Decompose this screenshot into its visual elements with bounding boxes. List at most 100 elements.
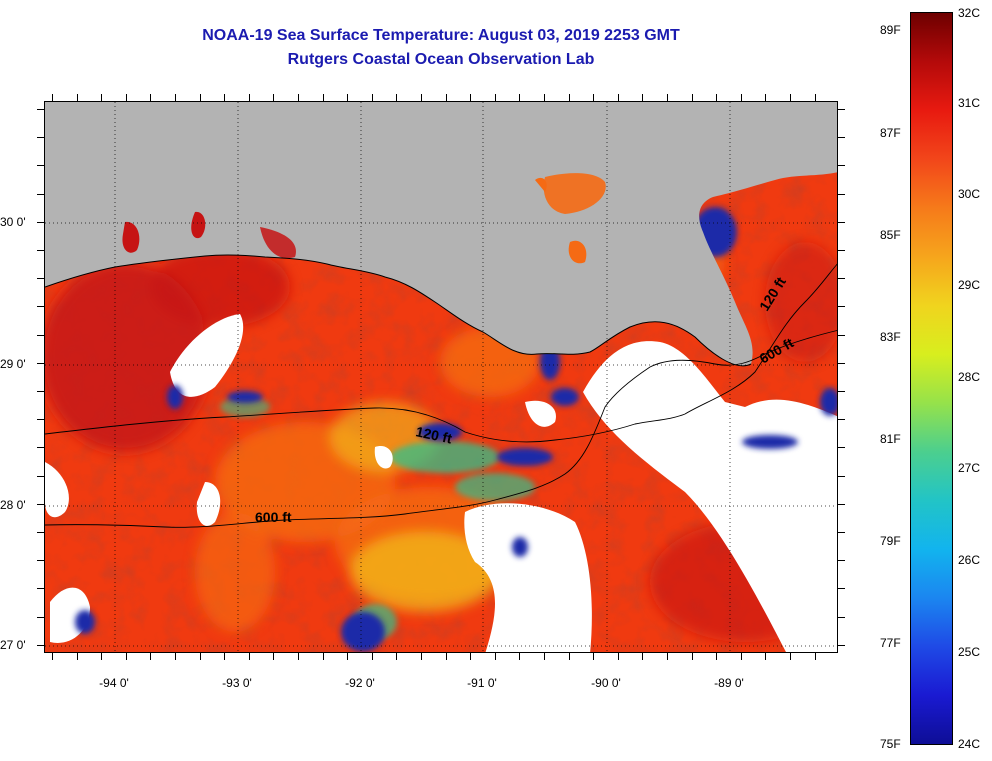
contour-600ft xyxy=(45,330,837,528)
top-tick xyxy=(273,94,275,101)
colorbar-label-24c: 24C xyxy=(958,737,981,751)
top-tick xyxy=(814,94,816,101)
right-tick xyxy=(838,137,845,139)
right-tick xyxy=(838,475,845,477)
colorbar-label-77f: 77F xyxy=(880,636,901,650)
top-tick xyxy=(494,94,496,101)
bottom-tick xyxy=(371,653,373,660)
bottom-tick xyxy=(593,653,595,660)
lon-label-92: -92 0' xyxy=(345,676,375,690)
top-tick xyxy=(76,94,78,101)
top-tick xyxy=(765,94,767,101)
right-tick xyxy=(838,419,845,421)
colorbar-label-27c: 27C xyxy=(958,461,981,475)
left-tick xyxy=(37,165,44,167)
right-tick xyxy=(838,306,845,308)
contour-label-600ft-west: 600 ft xyxy=(255,509,292,525)
top-tick xyxy=(224,94,226,101)
bottom-tick xyxy=(642,653,644,660)
left-tick xyxy=(37,306,44,308)
left-tick xyxy=(37,588,44,590)
left-tick xyxy=(37,334,44,336)
top-tick xyxy=(642,94,644,101)
bottom-tick xyxy=(617,653,619,660)
top-tick xyxy=(421,94,422,101)
top-tick xyxy=(617,94,619,101)
top-tick xyxy=(790,94,791,101)
colorbar-label-32c: 32C xyxy=(958,6,981,20)
bottom-tick xyxy=(470,653,472,660)
bottom-tick xyxy=(544,653,545,660)
top-tick xyxy=(740,94,742,101)
lon-label-89: -89 0' xyxy=(714,676,744,690)
colorbar-label-75f: 75F xyxy=(880,737,901,751)
top-tick xyxy=(371,94,373,101)
colorbar-label-29c: 29C xyxy=(958,278,981,292)
colorbar-label-87f: 87F xyxy=(880,126,901,140)
top-tick xyxy=(691,94,693,101)
temperature-colorbar xyxy=(910,12,953,745)
top-tick xyxy=(101,94,103,101)
bottom-tick xyxy=(125,653,127,660)
right-tick xyxy=(838,532,845,533)
left-tick xyxy=(37,391,44,392)
lon-label-90: -90 0' xyxy=(591,676,621,690)
bottom-tick xyxy=(814,653,816,660)
bottom-tick xyxy=(224,653,226,660)
contour-120ft-west xyxy=(45,263,837,443)
right-tick xyxy=(838,250,845,251)
bottom-tick xyxy=(347,653,349,660)
bottom-tick xyxy=(494,653,496,660)
bottom-tick xyxy=(101,653,103,660)
right-tick xyxy=(838,278,845,280)
bays xyxy=(122,173,606,264)
map-title: NOAA-19 Sea Surface Temperature: August … xyxy=(202,27,680,44)
top-tick xyxy=(347,94,349,101)
coastline xyxy=(45,254,752,367)
top-tick xyxy=(298,94,299,101)
right-tick xyxy=(838,391,845,392)
left-tick xyxy=(37,221,44,223)
colorbar-label-83f: 83F xyxy=(880,330,901,344)
bottom-tick xyxy=(396,653,398,660)
sst-map: 120 ft 600 ft 120 ft 600 ft xyxy=(44,101,838,653)
bottom-tick xyxy=(199,653,201,660)
right-tick xyxy=(838,588,845,590)
top-tick xyxy=(125,94,127,101)
right-tick xyxy=(838,447,845,449)
graticule xyxy=(45,102,837,652)
lat-label-29: 29 0' xyxy=(0,357,26,371)
left-tick xyxy=(37,560,44,562)
left-tick xyxy=(37,193,44,195)
colorbar-label-26c: 26C xyxy=(958,553,981,567)
bottom-tick xyxy=(716,653,718,660)
bottom-tick xyxy=(667,653,668,660)
colorbar-label-25c: 25C xyxy=(958,645,981,659)
right-tick xyxy=(838,334,845,336)
lat-label-30: 30 0' xyxy=(0,215,26,229)
right-tick xyxy=(838,616,845,618)
bottom-tick xyxy=(790,653,791,660)
left-tick xyxy=(37,362,44,364)
colorbar-label-28c: 28C xyxy=(958,370,981,384)
top-tick xyxy=(248,94,250,101)
sst-map-canvas: 120 ft 600 ft 120 ft 600 ft xyxy=(45,102,837,652)
top-tick xyxy=(544,94,545,101)
top-tick xyxy=(568,94,570,101)
top-tick xyxy=(150,94,152,101)
left-tick xyxy=(37,447,44,449)
top-tick xyxy=(445,94,447,101)
cloud-areas xyxy=(45,290,837,652)
right-tick xyxy=(838,644,845,646)
bottom-tick xyxy=(273,653,275,660)
right-tick xyxy=(838,560,845,562)
map-subtitle: Rutgers Coastal Ocean Observation Lab xyxy=(287,51,595,68)
left-tick xyxy=(37,616,44,618)
top-tick xyxy=(322,94,324,101)
bottom-tick xyxy=(765,653,767,660)
right-tick xyxy=(838,221,845,223)
bottom-tick xyxy=(322,653,324,660)
colorbar-label-30c: 30C xyxy=(958,187,981,201)
right-tick xyxy=(838,165,845,167)
right-tick xyxy=(838,362,845,364)
